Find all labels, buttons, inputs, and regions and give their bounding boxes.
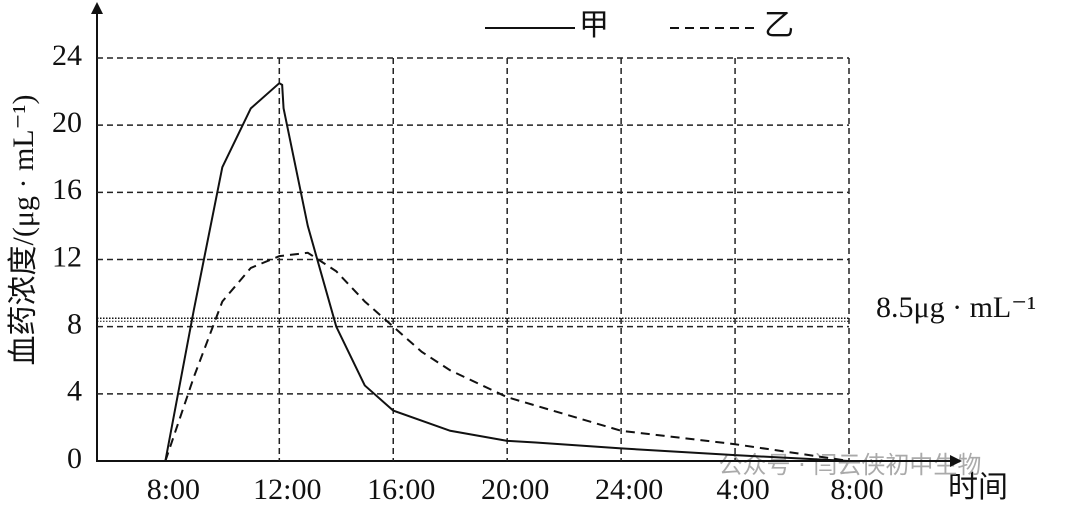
legend-label: 甲	[579, 9, 609, 42]
y-tick-label: 8	[67, 308, 82, 341]
x-tick-label: 8:00	[830, 473, 883, 506]
y-tick-label: 20	[52, 106, 82, 139]
legend-label: 乙	[764, 9, 794, 42]
data-line	[164, 81, 850, 462]
x-axis-label: 时间	[948, 471, 1008, 504]
x-tick-label: 12:00	[253, 473, 321, 506]
x-tick-label: 16:00	[367, 473, 435, 506]
reference-label: 8.5μg · mL⁻¹	[876, 291, 1036, 324]
x-tick-label: 24:00	[595, 473, 663, 506]
y-tick-label: 12	[52, 240, 82, 273]
y-tick-label: 16	[52, 173, 82, 206]
y-tick-label: 0	[67, 442, 82, 475]
x-tick-label: 4:00	[716, 473, 769, 506]
y-tick-label: 24	[52, 39, 82, 72]
y-axis-label: 血药浓度/(μg · mL⁻¹)	[7, 95, 40, 366]
y-tick-label: 4	[67, 375, 82, 408]
x-tick-label: 8:00	[147, 473, 200, 506]
data-line	[164, 251, 850, 462]
x-tick-label: 20:00	[481, 473, 549, 506]
